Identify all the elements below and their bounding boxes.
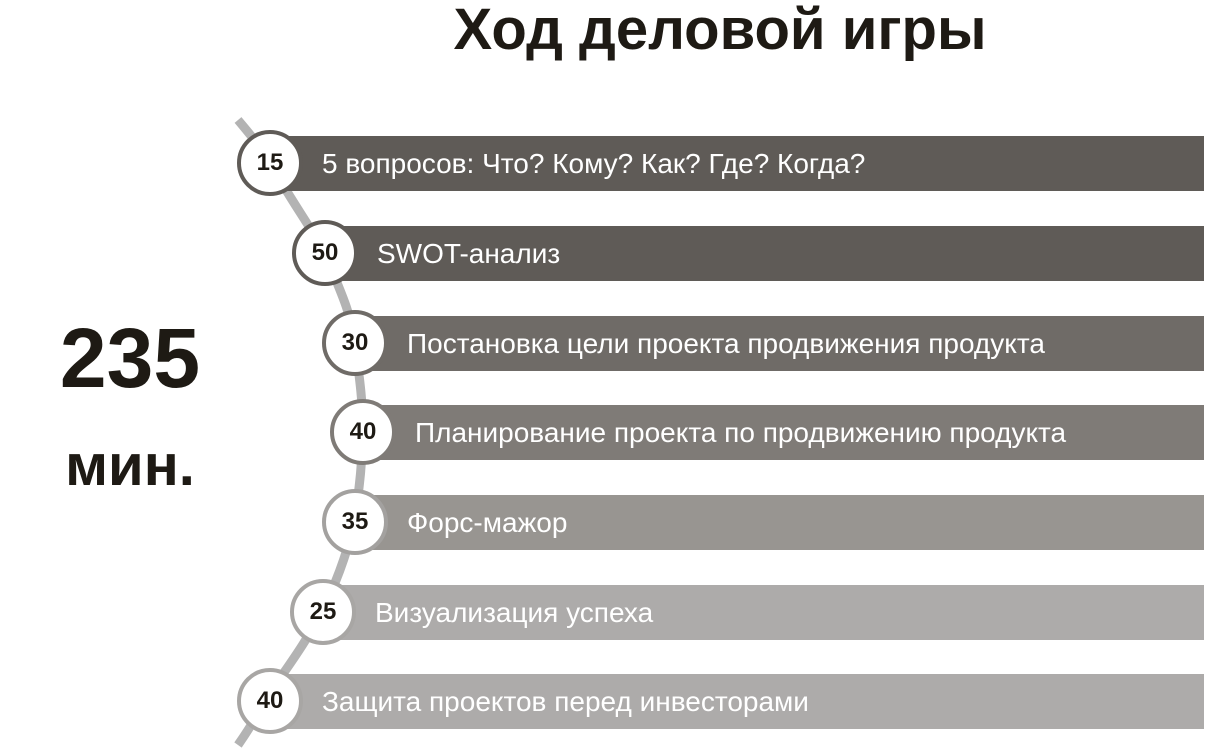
step-label: Защита проектов перед инвесторами	[322, 686, 809, 717]
step-bar: Форс-мажор	[355, 495, 1204, 550]
step-minutes: 30	[341, 329, 369, 356]
step-bar: Планирование проекта по продвижению прод…	[363, 405, 1204, 460]
step-minutes: 50	[311, 239, 339, 266]
page-title: Ход деловой игры	[453, 0, 987, 62]
total-duration-value: 235	[59, 311, 201, 405]
step-bar: Визуализация успеха	[323, 585, 1204, 640]
step-minutes: 25	[309, 598, 337, 625]
step-minutes: 40	[349, 418, 377, 445]
step-minutes-badge: 40	[237, 668, 303, 734]
step-minutes: 15	[256, 149, 284, 176]
step-minutes: 40	[256, 687, 284, 714]
step-label: 5 вопросов: Что? Кому? Как? Где? Когда?	[322, 148, 866, 179]
step-bar: Защита проектов перед инвесторами	[270, 674, 1204, 729]
step-label: Планирование проекта по продвижению прод…	[415, 417, 1067, 448]
step-bar: SWOT-анализ	[325, 226, 1204, 281]
step-bar: 5 вопросов: Что? Кому? Как? Где? Когда?	[270, 136, 1204, 191]
step-label: Визуализация успеха	[375, 597, 654, 628]
step-bar: Постановка цели проекта продвижения прод…	[355, 316, 1204, 371]
step-minutes-badge: 35	[322, 489, 388, 555]
total-duration-unit: мин.	[65, 433, 195, 498]
step-label: SWOT-анализ	[377, 238, 561, 269]
step-label: Постановка цели проекта продвижения прод…	[407, 328, 1045, 359]
step-minutes: 35	[341, 508, 369, 535]
step-minutes-badge: 15	[237, 130, 303, 196]
step-minutes-badge: 25	[290, 579, 356, 645]
step-label: Форс-мажор	[407, 507, 568, 538]
step-minutes-badge: 50	[292, 220, 358, 286]
step-minutes-badge: 30	[322, 310, 388, 376]
step-minutes-badge: 40	[330, 399, 396, 465]
